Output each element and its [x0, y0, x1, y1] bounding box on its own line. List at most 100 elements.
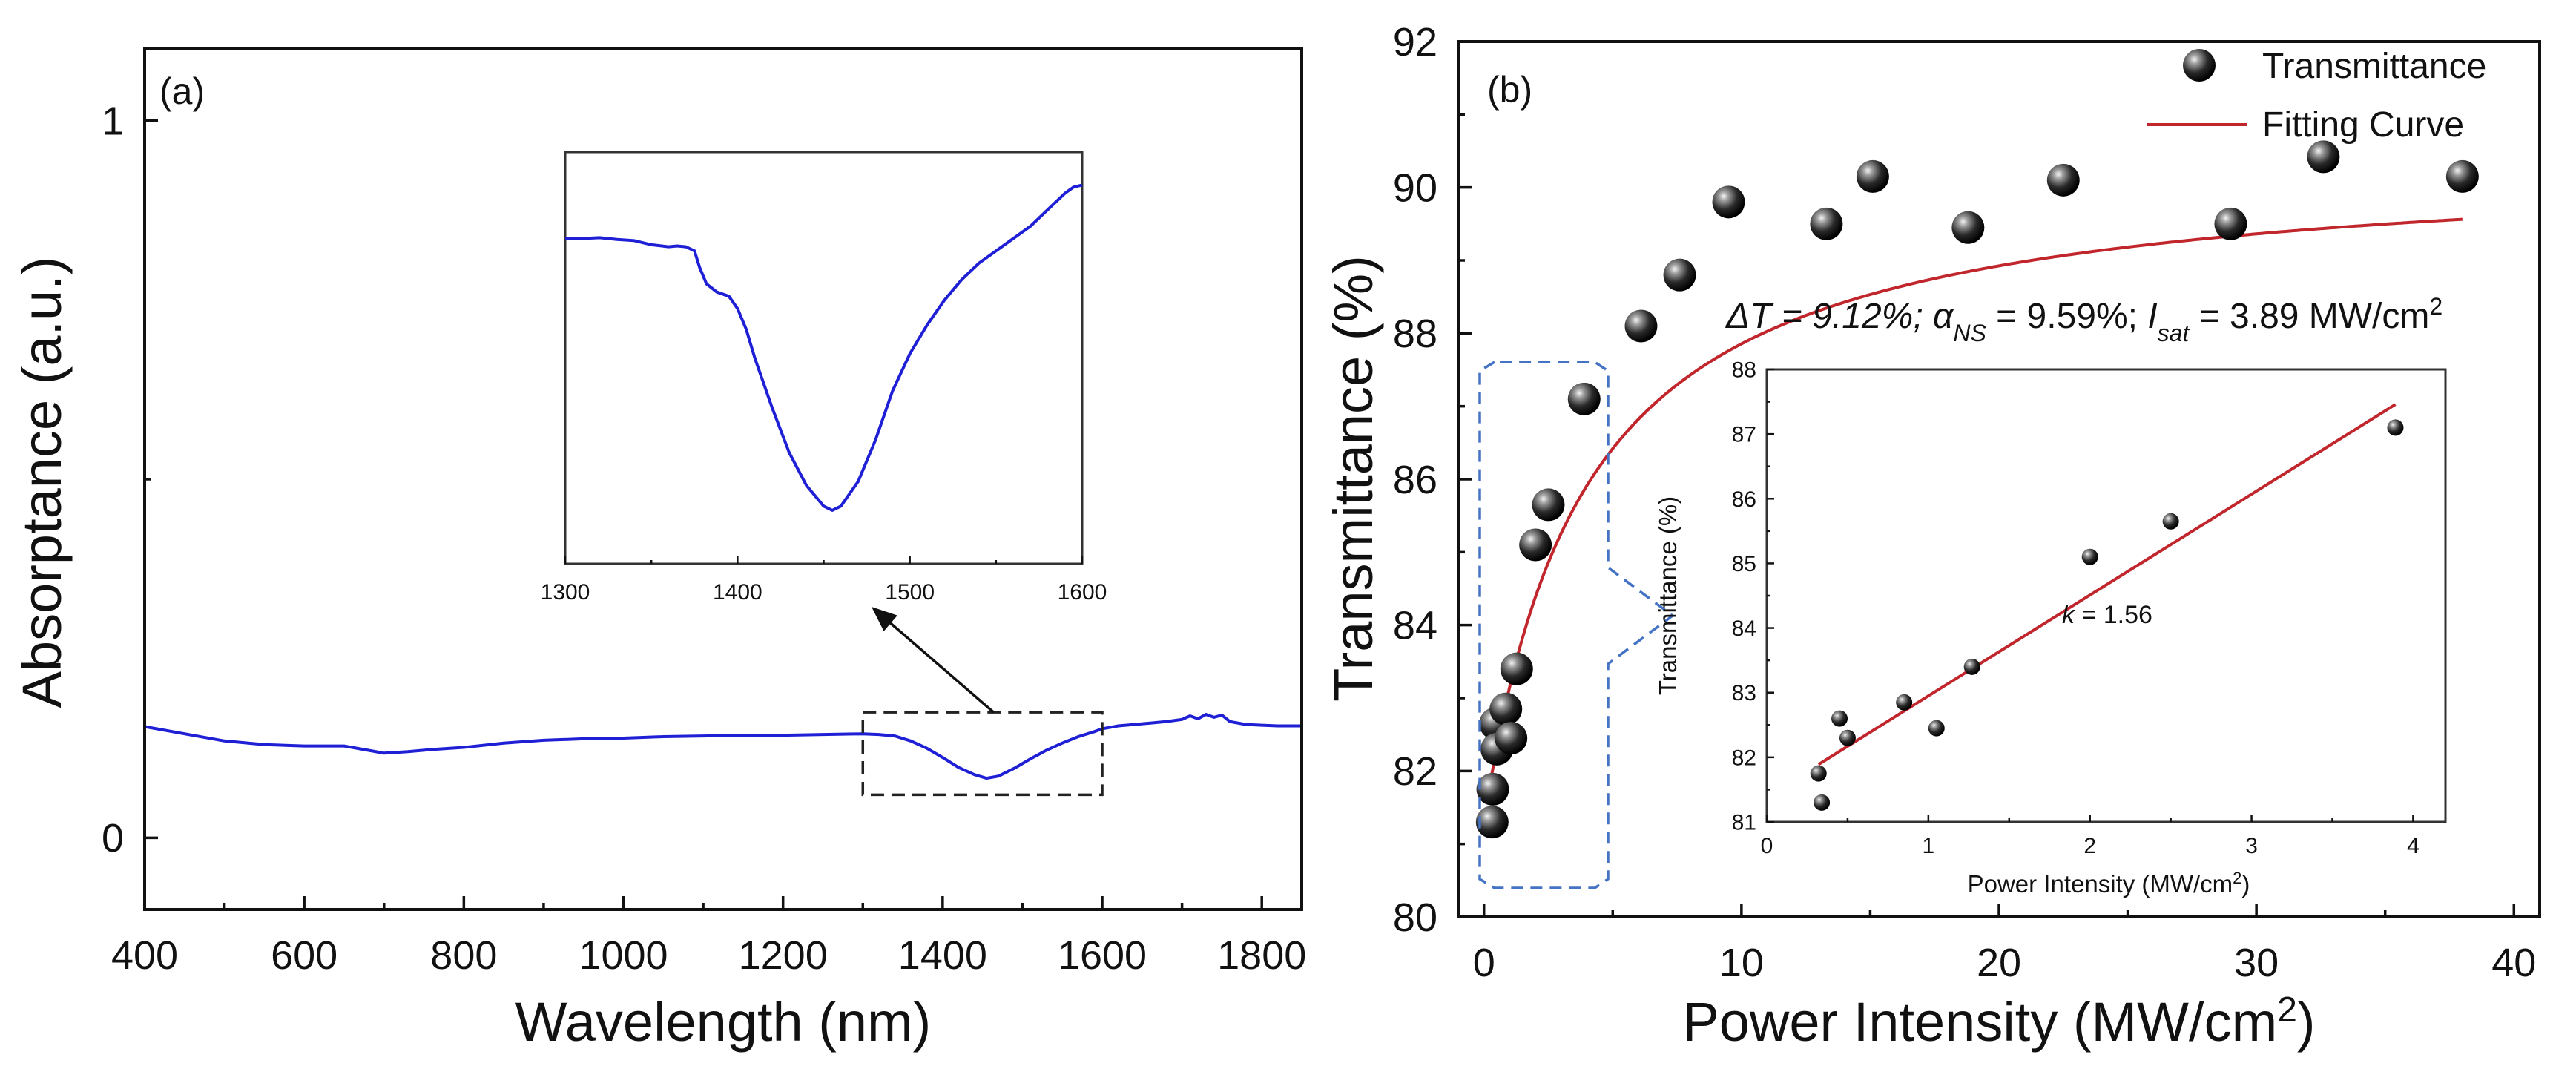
transmittance-point: [2445, 159, 2479, 193]
y-tick-label: 82: [1393, 749, 1437, 794]
y-tick-label: 84: [1732, 616, 1756, 641]
zoom-bracket: [1478, 361, 1675, 889]
y-tick-label: 88: [1732, 358, 1756, 383]
legend-marker-transmittance: [2183, 49, 2216, 82]
inset-transmittance-point: [1814, 794, 1831, 811]
y-tick-label: 86: [1732, 487, 1756, 512]
x-tick-label: 40: [2491, 941, 2536, 985]
panel-b: 0 10 20 30 40 80 82 84 86 88 90 92 0 1 2 3 4 81 82 83 84 85 8…: [1322, 20, 2541, 1053]
transmittance-point: [1489, 692, 1523, 726]
fitting-curve: [1490, 217, 2463, 776]
panel-b-inset-ticks: 0 1 2 3 4 81 82 83 84 85 86 87 88: [1732, 358, 2419, 859]
x-tick-label: 1500: [885, 580, 935, 605]
transmittance-point: [1519, 528, 1552, 562]
x-tick-label: 4: [2407, 834, 2419, 858]
y-tick-label: 82: [1732, 746, 1756, 770]
absorptance-inset-line: [565, 183, 1083, 513]
panel-b-inset-ylabel: Transmittance (%): [1654, 496, 1681, 695]
inset-transmittance-points: [1810, 419, 2404, 811]
panel-a-ticks: 400 600 800 1000 1200 1400 1600 1800 0 1: [102, 99, 1306, 978]
transmittance-point: [1624, 309, 1658, 343]
x-tick-label: 1600: [1058, 580, 1107, 605]
inset-transmittance-point: [1839, 729, 1856, 746]
inset-transmittance-point: [2387, 419, 2404, 436]
y-tick-label: 86: [1393, 458, 1437, 502]
transmittance-point: [1567, 382, 1601, 415]
y-tick-label: 83: [1732, 681, 1756, 705]
panel-b-ylabel: Transmittance (%): [1322, 255, 1384, 702]
y-tick-label: 0: [102, 816, 124, 861]
panel-a: 400 600 800 1000 1200 1400 1600 1800 0 1 1300 1400…: [11, 47, 1306, 1053]
y-tick-label: 88: [1393, 312, 1437, 356]
x-tick-label: 1: [1923, 834, 1935, 858]
transmittance-point: [1712, 185, 1745, 219]
x-tick-label: 1300: [541, 580, 590, 605]
transmittance-point: [2046, 163, 2080, 197]
inset-transmittance-point: [1810, 765, 1827, 782]
inset-linear-fit: [1817, 403, 2397, 766]
x-tick-label: 0: [1473, 941, 1495, 985]
y-tick-label: 81: [1732, 811, 1756, 835]
panel-a-xlabel: Wavelength (nm): [515, 991, 932, 1053]
panel-a-ylabel: Absorptance (a.u.): [11, 257, 73, 708]
y-tick-label: 90: [1393, 166, 1437, 211]
zoom-arrowhead: [872, 607, 897, 631]
x-tick-label: 800: [430, 933, 497, 978]
panel-b-label: (b): [1487, 69, 1532, 111]
inset-slope-label: k = 1.56: [2062, 601, 2152, 629]
y-tick-label: 80: [1393, 895, 1437, 940]
x-tick-label: 3: [2245, 834, 2258, 858]
x-tick-label: 400: [111, 933, 178, 978]
transmittance-point: [1495, 722, 1528, 755]
x-tick-label: 2: [2083, 834, 2096, 858]
x-tick-label: 1200: [739, 933, 828, 978]
transmittance-point: [2214, 207, 2247, 240]
x-tick-label: 600: [271, 933, 337, 978]
x-tick-label: 0: [1761, 834, 1773, 858]
inset-transmittance-point: [2081, 548, 2098, 565]
absorptance-line: [144, 712, 1302, 780]
x-tick-label: 1800: [1217, 933, 1306, 978]
panel-a-label: (a): [159, 70, 205, 112]
transmittance-point: [1810, 207, 1843, 240]
y-tick-label: 85: [1732, 552, 1756, 576]
transmittance-point: [1475, 806, 1509, 839]
x-tick-label: 20: [1977, 941, 2021, 985]
panel-a-inset-ticks: 1300 1400 1500 1600: [541, 556, 1107, 605]
legend-label-fit: Fitting Curve: [2262, 105, 2464, 145]
inset-transmittance-point: [2162, 513, 2179, 530]
inset-transmittance-point: [1928, 720, 1945, 737]
transmittance-point: [1856, 159, 1889, 193]
inset-transmittance-point: [1831, 710, 1848, 727]
transmittance-point: [1951, 211, 1985, 244]
transmittance-point: [1500, 652, 1533, 685]
zoom-arrow: [880, 614, 995, 714]
inset-transmittance-point: [1963, 658, 1980, 675]
y-tick-label: 84: [1393, 604, 1437, 648]
transmittance-points: [1475, 140, 2479, 839]
y-tick-label: 92: [1393, 20, 1437, 65]
panel-b-xlabel: Power Intensity (MW/cm2): [1682, 990, 2315, 1053]
x-tick-label: 1400: [713, 580, 762, 605]
fit-parameters-annotation: ΔT = 9.12%; αNS = 9.59%; Isat = 3.89 MW/…: [1725, 293, 2442, 346]
panel-a-frame: [143, 47, 1303, 911]
transmittance-point: [1476, 772, 1509, 806]
y-tick-label: 87: [1732, 423, 1756, 447]
zoom-highlight-box: [861, 711, 1104, 797]
x-tick-label: 1600: [1058, 933, 1147, 978]
transmittance-point: [2307, 140, 2340, 174]
x-tick-label: 1400: [898, 933, 987, 978]
x-tick-label: 1000: [579, 933, 668, 978]
y-tick-label: 1: [102, 99, 124, 144]
x-tick-label: 10: [1719, 941, 1764, 985]
legend-label-transmittance: Transmittance: [2262, 47, 2486, 86]
legend: Transmittance Fitting Curve: [2147, 47, 2486, 145]
panel-b-frame: [1457, 40, 2541, 918]
x-tick-label: 30: [2234, 941, 2279, 985]
transmittance-point: [1532, 488, 1565, 522]
inset-transmittance-point: [1896, 694, 1913, 711]
panel-a-inset-frame: [564, 151, 1084, 565]
panel-b-inset-xlabel: Power Intensity (MW/cm2): [1968, 869, 2250, 898]
